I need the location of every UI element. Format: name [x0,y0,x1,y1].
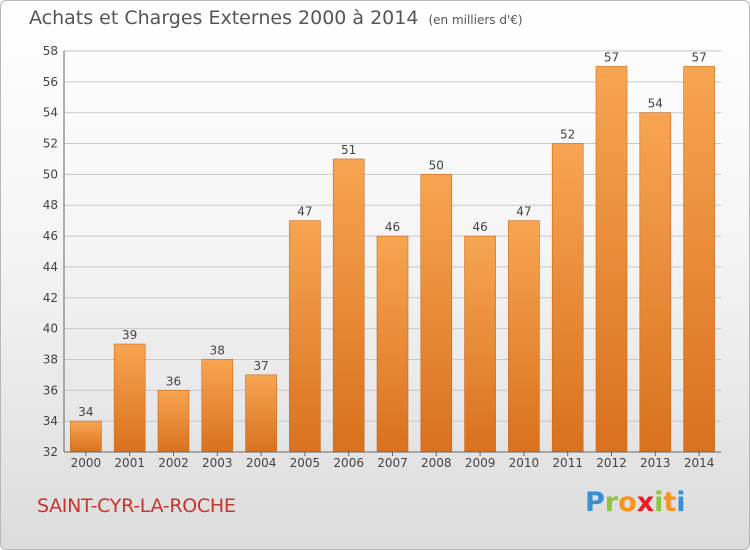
y-tick-label: 42 [43,291,58,305]
x-tick-label: 2001 [114,456,145,470]
x-tick-label: 2010 [509,456,540,470]
x-tick-label: 2013 [640,456,671,470]
x-tick-label: 2009 [465,456,496,470]
x-tick-label: 2000 [71,456,102,470]
data-label: 47 [297,205,312,219]
y-tick-label: 58 [43,44,58,58]
data-label: 54 [648,97,663,111]
x-tick-label: 2012 [596,456,627,470]
data-label: 38 [210,343,225,357]
chart-title: Achats et Charges Externes 2000 à 2014 (e… [29,7,523,29]
y-tick-label: 46 [43,229,58,243]
bar [376,235,409,453]
x-tick-label: 2007 [377,456,408,470]
data-label: 57 [691,50,706,64]
data-label: 51 [341,143,356,157]
bars [70,66,715,453]
logo-letter: o [618,487,637,518]
bar [157,390,190,453]
data-label: 36 [166,374,181,388]
bar [113,343,146,453]
bar [201,359,234,453]
axes: 32 34 36 38 40 42 44 46 48 50 52 54 56 58 34 2000 39 2001… [43,44,721,470]
bar [289,220,321,453]
y-tick-label: 48 [43,198,58,212]
logo-letter: P [585,487,605,518]
data-label: 39 [122,328,137,342]
x-tick-label: 2014 [684,456,715,470]
logo-letter: r [604,487,619,518]
logo-letter: t [663,487,677,518]
bar [508,220,540,453]
logo-letter: i [654,487,664,518]
bar [70,420,102,453]
data-label: 34 [78,405,93,419]
y-tick-label: 34 [43,414,58,428]
y-tick-label: 56 [43,75,58,89]
y-tick-label: 52 [43,137,58,151]
x-tick-label: 2004 [246,456,277,470]
data-label: 46 [472,220,487,234]
y-tick-label: 38 [43,352,58,366]
chart-unit: (en milliers d'€) [428,13,523,27]
x-tick-label: 2003 [202,456,233,470]
y-tick-label: 40 [43,322,58,336]
y-tick-label: 44 [43,260,58,274]
data-label: 47 [516,205,531,219]
bar [420,174,453,453]
data-label: 46 [385,220,400,234]
logo-letter: i [676,487,686,518]
x-tick-label: 2008 [421,456,452,470]
data-label: 57 [604,50,619,64]
data-label: 50 [429,158,444,172]
chart-title-text: Achats et Charges Externes 2000 à 2014 [29,7,419,29]
bar [595,66,628,453]
bar [464,235,496,453]
data-label: 37 [253,359,268,373]
bar [332,158,365,453]
x-tick-label: 2006 [333,456,364,470]
logo-letter: x [636,487,655,518]
data-label: 52 [560,128,575,142]
bar [683,66,715,453]
y-tick-label: 32 [43,445,58,459]
x-tick-label: 2002 [158,456,189,470]
y-tick-label: 54 [43,106,58,120]
bar [551,143,584,453]
y-tick-label: 36 [43,383,58,397]
x-tick-label: 2011 [552,456,583,470]
bar [639,112,672,453]
bar [245,374,277,453]
x-tick-label: 2005 [290,456,321,470]
y-tick-label: 50 [43,167,58,181]
proxiti-logo: Proxiti [585,487,686,518]
commune-name: SAINT-CYR-LA-ROCHE [37,495,236,517]
